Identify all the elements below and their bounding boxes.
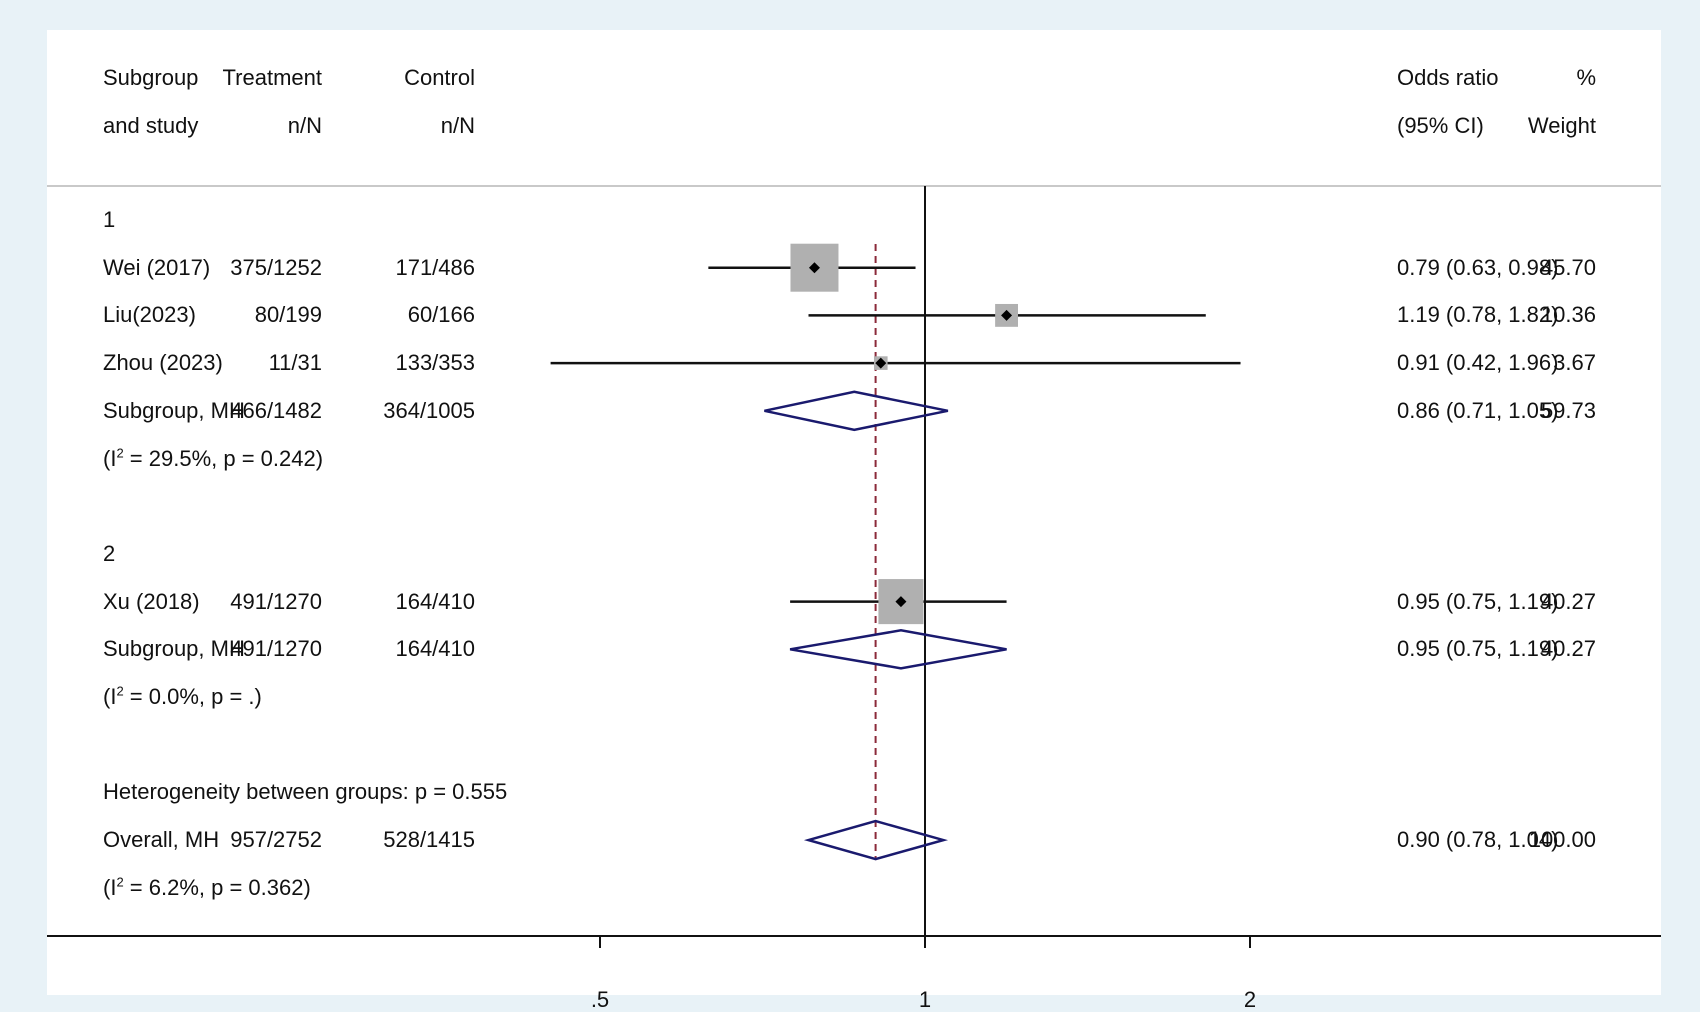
summary-weight: 100.00 [1528,827,1596,853]
study-label: Liu(2023) [103,302,196,328]
heterogeneity-stat: (I2 = 6.2%, p = 0.362) [103,874,311,900]
summary-diamond [789,629,1007,670]
study-treatment: 491/1270 [230,588,322,614]
summary-control: 164/410 [395,636,475,662]
study-weight: 45.70 [1540,254,1596,280]
point-estimate [808,262,820,274]
point-estimate [895,596,907,608]
group-label: 1 [103,207,116,232]
header-subgroup-line1: Subgroup [103,65,199,90]
study-treatment: 11/31 [268,350,322,376]
summary-treatment: 466/1482 [230,397,322,423]
study-weight: 3.67 [1553,350,1596,376]
header-subgroup-line2: and study [103,113,199,138]
heterogeneity-stat: (I2 = 29.5%, p = 0.242) [103,445,324,471]
header-treatment-line2: n/N [287,113,322,138]
study-odds-ratio: 0.79 (0.63, 0.98) [1397,254,1559,280]
study-odds-ratio: 1.19 (0.78, 1.82) [1397,302,1559,328]
study-treatment: 375/1252 [230,254,322,280]
summary-label: Subgroup, MH [103,636,245,662]
study-control: 133/353 [395,350,475,376]
header-or-line1: Odds ratio [1397,65,1499,90]
summary-weight: 40.27 [1540,636,1596,662]
study-label: Xu (2018) [103,588,200,614]
study-control: 60/166 [407,302,475,328]
study-weight: 40.27 [1540,588,1596,614]
header-weight-line1: % [1576,65,1596,90]
header-or-line2: (95% CI) [1397,113,1484,138]
point-estimate [875,357,887,369]
summary-label: Subgroup, MH [103,397,245,423]
heterogeneity-between-groups: Heterogeneity between groups: p = 0.555 [103,779,508,805]
summary-weight: 59.73 [1540,397,1596,423]
study-label: Zhou (2023) [103,350,223,376]
study-odds-ratio: 0.91 (0.42, 1.96) [1397,350,1559,376]
summary-diamond [803,819,949,861]
study-label: Wei (2017) [103,254,211,280]
summary-odds-ratio: 0.86 (0.71, 1.05) [1397,397,1559,423]
forest-plot-panel: Subgroup and study Treatment n/N Control… [47,30,1661,1011]
heterogeneity-stat: (I2 = 0.0%, p = .) [103,683,262,709]
summary-diamond [764,390,949,432]
summary-odds-ratio: 0.90 (0.78, 1.04) [1397,827,1559,853]
summary-treatment: 491/1270 [230,636,322,662]
study-control: 164/410 [395,588,475,614]
study-treatment: 80/199 [254,302,322,328]
summary-treatment: 957/2752 [230,827,322,853]
header-control-line1: Control [404,65,475,90]
summary-control: 364/1005 [383,397,475,423]
header-control-line2: n/N [440,113,475,138]
study-control: 171/486 [395,254,475,280]
header-weight-line2: Weight [1527,113,1596,138]
summary-odds-ratio: 0.95 (0.75, 1.19) [1397,636,1559,662]
study-odds-ratio: 0.95 (0.75, 1.19) [1397,588,1559,614]
header-treatment-line1: Treatment [222,65,322,90]
study-weight: 10.36 [1540,302,1596,328]
group-label: 2 [103,540,116,566]
summary-control: 528/1415 [383,827,475,853]
point-estimate [1001,309,1013,321]
summary-label: Overall, MH [103,827,220,853]
